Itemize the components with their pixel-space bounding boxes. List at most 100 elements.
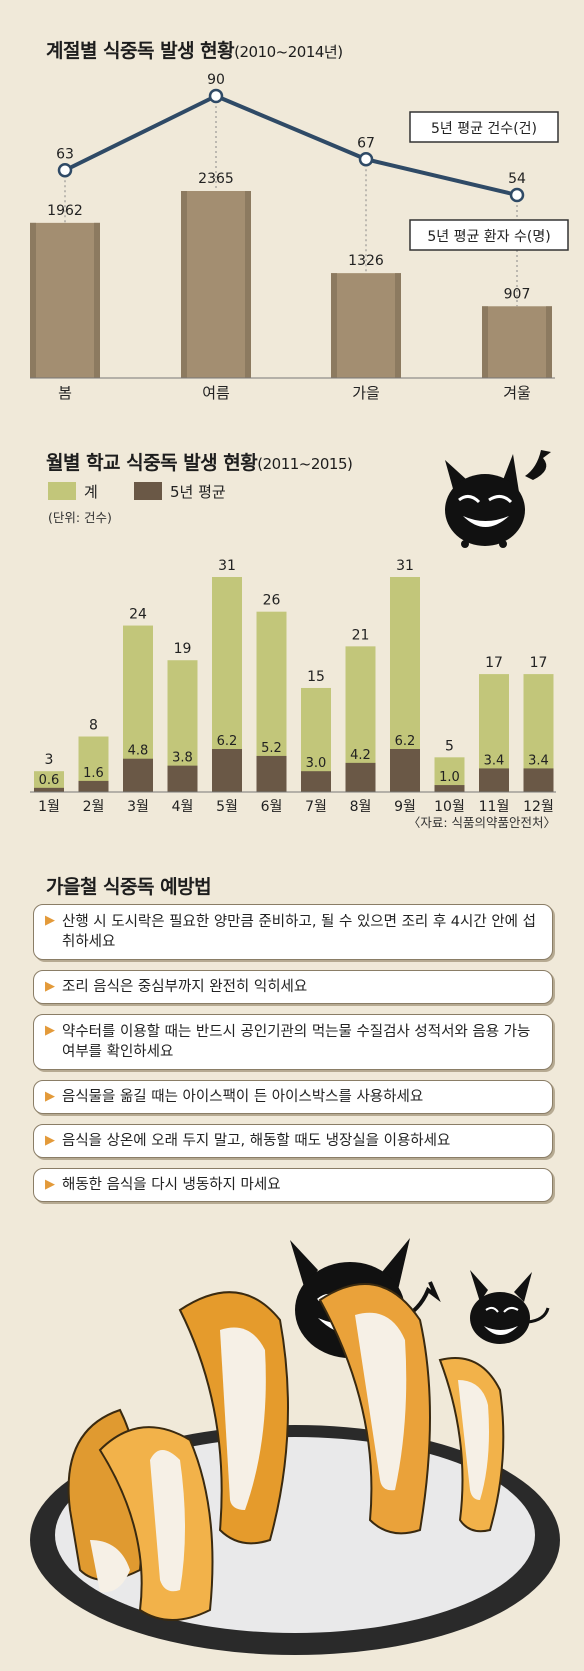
tip-item: ▶ 조리 음식은 중심부까지 완전히 익히세요	[33, 970, 553, 1004]
season-tick-label: 겨울	[503, 384, 531, 402]
bar-total-label: 19	[174, 641, 192, 657]
bar-patients	[331, 273, 401, 378]
source-label: 〈자료: 식품의약품안전처〉	[408, 815, 556, 830]
bar-average	[123, 758, 153, 792]
month-tick-label: 5월	[216, 799, 238, 815]
legend-cases-label: 5년 평균 건수(건)	[431, 121, 537, 137]
month-tick-label: 11월	[479, 799, 510, 815]
unit-label: (단위: 건수)	[48, 510, 112, 525]
bar-average-label: 6.2	[395, 734, 416, 749]
bar-average-label: 1.0	[439, 770, 460, 785]
month-tick-label: 7월	[305, 799, 327, 815]
bar-shade	[546, 306, 552, 378]
bar-patients	[482, 306, 552, 378]
bar-average	[256, 755, 287, 792]
seasonal-chart-title: 계절별 식중독 발생 현황(2010~2014년)	[46, 40, 343, 62]
monthly-chart: 계 5년 평균 (단위: 건수) 3 0.6 1월 8 1.6 2월 24 4.8 3월 19 3.…	[30, 482, 556, 830]
bar-average	[345, 762, 376, 792]
bar-total-label: 26	[263, 593, 281, 609]
bar-total-label: 17	[530, 655, 548, 671]
bar-average	[212, 749, 242, 792]
month-tick-label: 9월	[394, 799, 416, 815]
month-tick-label: 8월	[350, 799, 372, 815]
bar-shade	[395, 273, 401, 378]
cases-point	[509, 187, 525, 203]
bar-total-label: 5	[445, 738, 454, 754]
legend-patients-label: 5년 평균 환자 수(명)	[427, 229, 550, 245]
bar-value-label: 2365	[198, 171, 234, 187]
seasonal-chart: 1962 봄 2365 여름 1326 가을 907 겨울 63 90 67 54 5년 평균 건수…	[30, 72, 569, 402]
bar-shade	[94, 222, 100, 378]
month-tick-label: 6월	[261, 799, 283, 815]
prevention-tips-list: ▶ 산행 시 도시락은 필요한 양만큼 준비하고, 될 수 있으면 조리 후 4시…	[33, 904, 553, 1212]
bar-shade	[331, 273, 337, 378]
bar-average	[78, 780, 109, 792]
season-tick-label: 여름	[202, 384, 230, 402]
chevron-right-icon: ▶	[45, 979, 55, 994]
small-devil-icon	[470, 1270, 550, 1344]
chevron-right-icon: ▶	[45, 1177, 55, 1192]
bar-average	[390, 749, 420, 792]
bar-total	[34, 771, 64, 792]
bar-total-label: 31	[218, 558, 236, 574]
tip-item: ▶ 해동한 음식을 다시 냉동하지 마세요	[33, 1168, 553, 1202]
legend-avg-swatch	[134, 482, 162, 500]
bar-total-label: 24	[129, 607, 147, 623]
bar-average-label: 3.4	[528, 753, 549, 768]
cases-value-label: 67	[357, 135, 375, 151]
bar-average	[523, 768, 554, 792]
prevention-title: 가을철 식중독 예방법	[46, 876, 212, 898]
legend-avg-label: 5년 평균	[170, 483, 226, 501]
bar-patients	[30, 222, 100, 378]
tip-item: ▶ 음식물을 옮길 때는 아이스팩이 든 아이스박스를 사용하세요	[33, 1080, 553, 1114]
month-tick-label: 2월	[83, 799, 105, 815]
bar-value-label: 907	[504, 286, 531, 302]
bar-average	[479, 768, 509, 792]
tip-item: ▶ 산행 시 도시락은 필요한 양만큼 준비하고, 될 수 있으면 조리 후 4시…	[33, 904, 553, 960]
tip-item: ▶ 음식을 상온에 오래 두지 말고, 해동할 때도 냉장실을 이용하세요	[33, 1124, 553, 1158]
devil-mascot-icon	[445, 450, 551, 548]
bar-shade	[181, 191, 187, 378]
food-bowl-illustration	[30, 1238, 560, 1655]
cases-value-label: 90	[207, 72, 225, 88]
bar-value-label: 1962	[47, 203, 83, 219]
bar-average	[167, 765, 198, 792]
bar-average-label: 3.8	[172, 751, 193, 766]
bar-total-label: 15	[307, 669, 325, 685]
bar-total-label: 31	[396, 558, 414, 574]
bar-total-label: 3	[45, 752, 54, 768]
month-tick-label: 12월	[523, 799, 554, 815]
bar-average-label: 4.2	[350, 748, 371, 763]
bar-total-label: 21	[352, 627, 370, 643]
bar-total-label: 17	[485, 655, 503, 671]
month-tick-label: 3월	[127, 799, 149, 815]
month-tick-label: 1월	[38, 799, 60, 815]
bar-value-label: 1326	[348, 253, 384, 269]
chevron-right-icon: ▶	[45, 913, 55, 928]
bar-shade	[30, 222, 36, 378]
bar-average-label: 4.8	[128, 744, 149, 759]
bar-average	[434, 785, 465, 792]
bar-average	[301, 771, 331, 792]
monthly-chart-title: 월별 학교 식중독 발생 현황(2011~2015)	[46, 452, 353, 474]
month-tick-label: 4월	[172, 799, 194, 815]
cases-point	[208, 88, 224, 104]
cases-point	[358, 152, 374, 167]
chevron-right-icon: ▶	[45, 1089, 55, 1104]
bar-shade	[482, 306, 488, 378]
cases-line	[64, 94, 518, 197]
legend-total-label: 계	[84, 483, 98, 501]
bar-patients	[181, 191, 251, 378]
bar-total-label: 8	[89, 718, 98, 734]
season-tick-label: 봄	[58, 384, 72, 402]
cases-value-label: 63	[56, 146, 74, 162]
bar-shade	[245, 191, 251, 378]
month-tick-label: 10월	[434, 799, 465, 815]
season-tick-label: 가을	[352, 384, 380, 402]
bar-average-label: 1.6	[83, 766, 104, 781]
bar-average-label: 3.4	[484, 753, 505, 768]
tip-item: ▶ 약수터를 이용할 때는 반드시 공인기관의 먹는물 수질검사 성적서와 음용 …	[33, 1014, 553, 1070]
bar-average	[34, 787, 64, 792]
cases-value-label: 54	[508, 171, 526, 187]
chevron-right-icon: ▶	[45, 1133, 55, 1148]
